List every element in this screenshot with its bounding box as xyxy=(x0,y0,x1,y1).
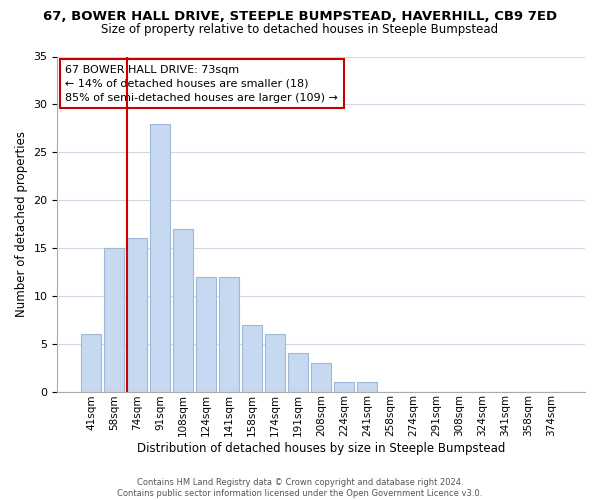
Bar xyxy=(104,248,124,392)
Bar xyxy=(334,382,354,392)
Bar xyxy=(311,363,331,392)
Bar xyxy=(265,334,285,392)
Bar xyxy=(220,276,239,392)
Y-axis label: Number of detached properties: Number of detached properties xyxy=(15,131,28,317)
Bar xyxy=(196,276,216,392)
X-axis label: Distribution of detached houses by size in Steeple Bumpstead: Distribution of detached houses by size … xyxy=(137,442,505,455)
Text: 67, BOWER HALL DRIVE, STEEPLE BUMPSTEAD, HAVERHILL, CB9 7ED: 67, BOWER HALL DRIVE, STEEPLE BUMPSTEAD,… xyxy=(43,10,557,23)
Bar xyxy=(358,382,377,392)
Text: Contains HM Land Registry data © Crown copyright and database right 2024.
Contai: Contains HM Land Registry data © Crown c… xyxy=(118,478,482,498)
Bar xyxy=(289,354,308,392)
Bar xyxy=(173,229,193,392)
Bar xyxy=(242,324,262,392)
Text: 67 BOWER HALL DRIVE: 73sqm
← 14% of detached houses are smaller (18)
85% of semi: 67 BOWER HALL DRIVE: 73sqm ← 14% of deta… xyxy=(65,65,338,103)
Bar xyxy=(82,334,101,392)
Bar xyxy=(151,124,170,392)
Bar xyxy=(127,238,147,392)
Text: Size of property relative to detached houses in Steeple Bumpstead: Size of property relative to detached ho… xyxy=(101,22,499,36)
